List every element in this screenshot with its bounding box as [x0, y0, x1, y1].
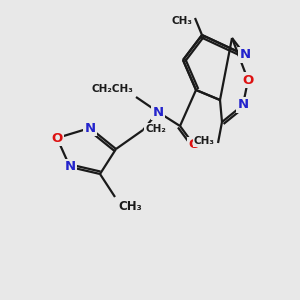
- Text: O: O: [51, 131, 63, 145]
- Text: O: O: [188, 139, 200, 152]
- Text: N: N: [239, 49, 250, 62]
- Text: N: N: [152, 106, 164, 118]
- Text: CH₃: CH₃: [194, 136, 215, 146]
- Text: O: O: [242, 74, 253, 86]
- Text: CH₃: CH₃: [171, 16, 192, 26]
- Text: N: N: [237, 98, 249, 112]
- Text: N: N: [84, 122, 96, 134]
- Text: CH₃: CH₃: [118, 200, 142, 213]
- Text: CH₂: CH₂: [145, 124, 166, 134]
- Text: CH₂CH₃: CH₂CH₃: [91, 84, 133, 94]
- Text: N: N: [64, 160, 76, 173]
